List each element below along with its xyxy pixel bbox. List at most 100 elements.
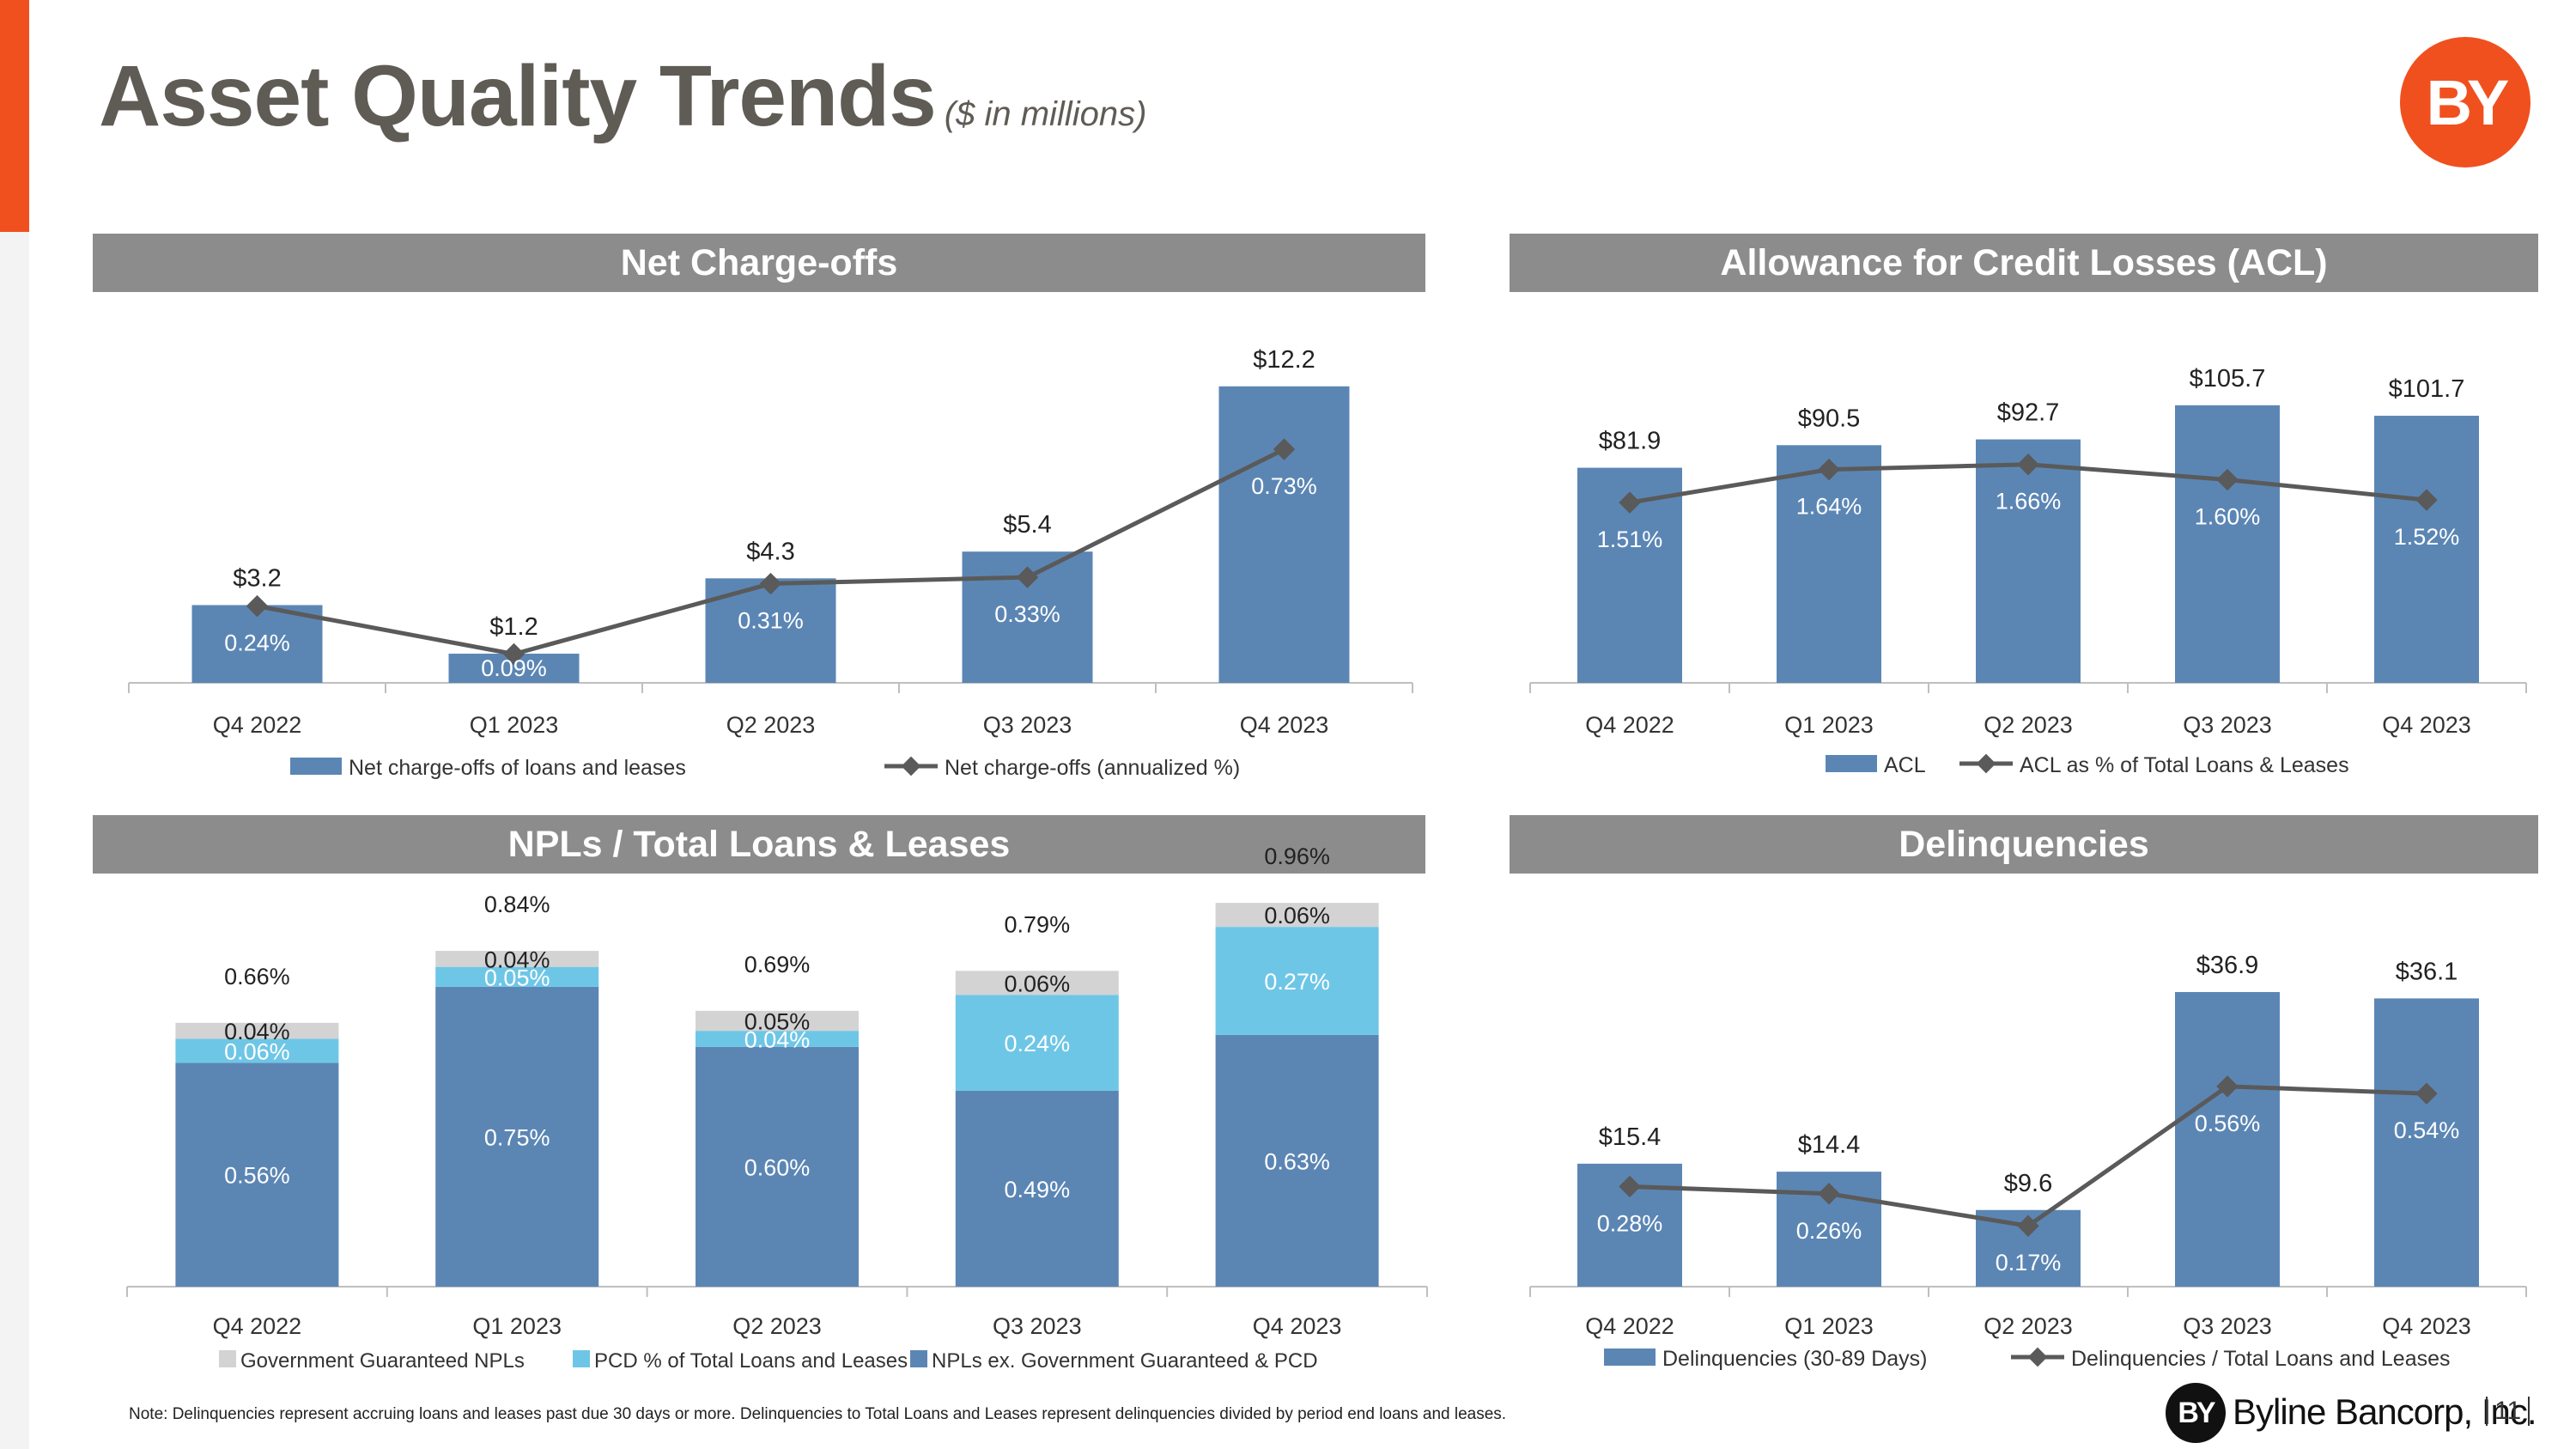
line-value-label: 0.73% (1251, 473, 1317, 499)
legend-swatch (219, 1350, 236, 1367)
x-tick-label: Q1 2023 (1784, 712, 1874, 738)
x-tick-label: Q4 2022 (213, 1313, 302, 1339)
line-value-label: 0.33% (994, 601, 1060, 627)
bar-value-label: $92.7 (1997, 399, 2060, 427)
x-tick-label: Q4 2023 (2382, 1313, 2471, 1339)
x-tick-label: Q4 2022 (1585, 1313, 1674, 1339)
bar (1218, 386, 1350, 683)
bar-value-label: $36.9 (2196, 952, 2259, 979)
line-value-label: 0.17% (1996, 1250, 2062, 1275)
bar-value-label: $90.5 (1798, 405, 1861, 432)
footnote: Note: Delinquencies represent accruing l… (129, 1405, 1507, 1423)
segment-value-label: 0.05% (744, 1008, 811, 1034)
line-value-label: 1.52% (2394, 524, 2460, 550)
bar (1976, 439, 2081, 683)
legend-marker (2027, 1347, 2048, 1367)
x-tick-label: Q2 2023 (1984, 712, 2073, 738)
panel-header-acl: Allowance for Credit Losses (ACL) (1510, 234, 2538, 292)
line-value-label: 0.56% (2195, 1111, 2261, 1136)
stacked-bar-segment (435, 966, 599, 987)
legend-label: Net charge-offs of loans and leases (349, 756, 686, 780)
line-value-label: 0.28% (1597, 1210, 1663, 1236)
x-tick-label: Q2 2023 (726, 712, 816, 738)
accent-bar (0, 0, 29, 232)
legend-marker (1976, 753, 1996, 774)
x-tick-label: Q4 2023 (1253, 1313, 1342, 1339)
x-tick-label: Q4 2023 (1240, 712, 1329, 738)
bar-value-label: $105.7 (2190, 365, 2266, 393)
legend-label: Delinquencies (30-89 Days) (1662, 1347, 1927, 1371)
stacked-bar-segment (175, 1062, 339, 1287)
legend-swatch (573, 1350, 590, 1367)
segment-value-label: 0.60% (744, 1154, 811, 1180)
total-value-label: 0.96% (1264, 843, 1330, 869)
stacked-bar-segment (955, 995, 1119, 1091)
stacked-bar-segment (955, 1090, 1119, 1287)
legend-label: PCD % of Total Loans and Leases (594, 1349, 908, 1373)
x-tick-label: Q3 2023 (993, 1313, 1082, 1339)
total-value-label: 0.69% (744, 952, 811, 977)
panel-header-npls: NPLs / Total Loans & Leases (93, 815, 1425, 874)
stacked-bar-segment (175, 1038, 339, 1063)
bar-value-label: $12.2 (1253, 346, 1315, 374)
x-tick-label: Q3 2023 (2183, 712, 2272, 738)
line-point-marker (759, 572, 782, 595)
x-tick-label: Q1 2023 (1784, 1313, 1874, 1339)
line-value-label: 1.51% (1597, 527, 1663, 552)
stacked-bar-segment (955, 971, 1119, 995)
panel-header-delinquencies: Delinquencies (1510, 815, 2538, 874)
legend-label: Net charge-offs (annualized %) (945, 756, 1240, 780)
segment-value-label: 0.04% (744, 1026, 811, 1052)
segment-value-label: 0.04% (224, 1019, 290, 1044)
series-line (1629, 1084, 2427, 1228)
stacked-bar-segment (175, 1022, 339, 1039)
bar-value-label: $15.4 (1599, 1123, 1662, 1151)
left-rule (0, 232, 29, 1449)
bar-value-label: $101.7 (2389, 375, 2465, 403)
segment-value-label: 0.63% (1264, 1148, 1330, 1174)
segment-value-label: 0.05% (484, 965, 550, 990)
legend-marker (901, 756, 921, 776)
total-value-label: 0.66% (224, 964, 290, 989)
stacked-bar-segment (1215, 903, 1379, 928)
segment-value-label: 0.49% (1005, 1177, 1071, 1202)
x-tick-label: Q4 2023 (2382, 712, 2471, 738)
line-value-label: 0.26% (1796, 1218, 1862, 1244)
x-tick-label: Q3 2023 (2183, 1313, 2272, 1339)
segment-value-label: 0.27% (1264, 969, 1330, 995)
bar (2374, 998, 2479, 1287)
x-tick-label: Q2 2023 (1984, 1313, 2073, 1339)
footer-logo: BY (2166, 1383, 2226, 1443)
legend-label: ACL (1884, 753, 1926, 777)
line-value-label: 0.09% (481, 655, 547, 681)
segment-value-label: 0.04% (484, 947, 550, 972)
legend-label: ACL as % of Total Loans & Leases (2020, 753, 2349, 777)
segment-value-label: 0.56% (224, 1163, 290, 1189)
total-value-label: 0.79% (1005, 911, 1071, 937)
x-tick-label: Q4 2022 (1585, 712, 1674, 738)
bar (1777, 445, 1881, 683)
stacked-bar-segment (1215, 927, 1379, 1035)
stacked-bar-segment (696, 1010, 859, 1032)
bar-value-label: $9.6 (2004, 1170, 2052, 1197)
line-value-label: 1.60% (2195, 503, 2261, 529)
stacked-bar-segment (696, 1046, 859, 1287)
segment-value-label: 0.24% (1005, 1031, 1071, 1056)
total-value-label: 0.84% (484, 892, 550, 917)
page-title-text: Asset Quality Trends (99, 48, 937, 144)
line-value-label: 1.66% (1996, 489, 2062, 514)
stacked-bar-segment (1215, 1034, 1379, 1287)
legend-swatch-bar (1604, 1349, 1656, 1366)
bar (2175, 991, 2280, 1287)
stacked-bar-segment (696, 1031, 859, 1047)
x-tick-label: Q1 2023 (470, 712, 559, 738)
bar (2175, 405, 2280, 683)
bar-value-label: $1.2 (489, 613, 538, 641)
page-subtitle: ($ in millions) (944, 95, 1147, 133)
bar-value-label: $3.2 (233, 564, 281, 592)
segment-value-label: 0.75% (484, 1124, 550, 1150)
stacked-bar-segment (435, 986, 599, 1287)
